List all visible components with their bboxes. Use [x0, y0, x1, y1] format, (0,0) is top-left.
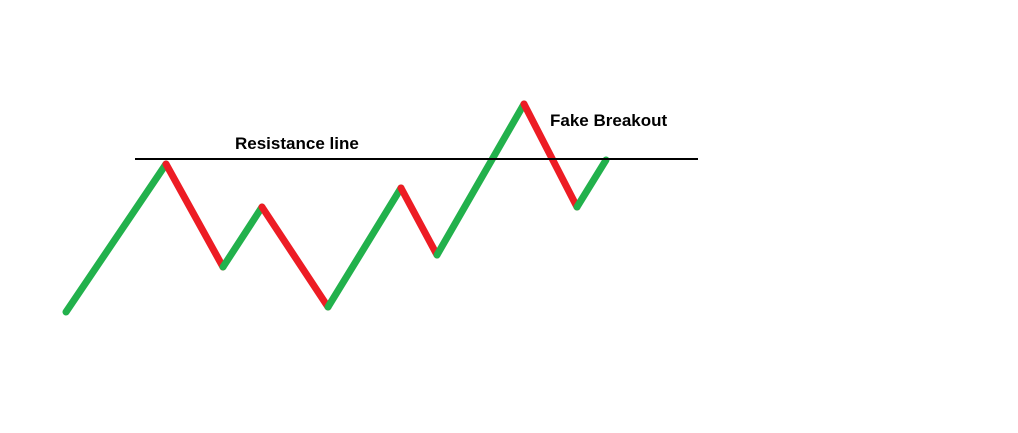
resistance-label: Resistance line [235, 134, 359, 153]
up-leg-1 [62, 160, 170, 316]
down-leg-3 [397, 184, 441, 259]
down-leg-4 [520, 100, 581, 211]
up-leg-5 [573, 156, 610, 211]
up-leg-3 [324, 184, 405, 311]
price-path [62, 100, 610, 316]
down-leg-2 [258, 203, 332, 311]
up-leg-4 [433, 100, 528, 259]
fake-breakout-label: Fake Breakout [550, 111, 667, 130]
down-leg-1 [162, 160, 227, 271]
up-leg-2 [219, 203, 266, 271]
